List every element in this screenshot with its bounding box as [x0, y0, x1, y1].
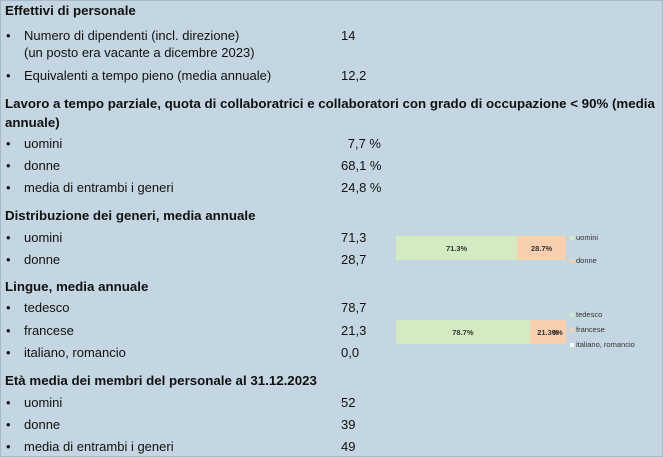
item-value: 28,7 — [341, 252, 367, 267]
bullet: • — [6, 300, 11, 315]
item-label: uomini — [24, 395, 63, 410]
bar-segment-tedesco: 78.7% — [396, 320, 530, 344]
legend-item-uomini: uomini — [570, 233, 598, 242]
item-value: 14 — [341, 28, 356, 43]
item-label: media di entrambi i generi — [24, 180, 174, 195]
legend-swatch — [570, 328, 574, 333]
item-value: 39 — [341, 417, 356, 432]
languages-distribution-bar: 78.7% 21.3% — [396, 320, 566, 344]
legend-label: italiano, romancio — [576, 340, 635, 349]
section-title-parttime: Lavoro a tempo parziale, quota di collab… — [5, 96, 655, 130]
bullet: • — [6, 417, 11, 432]
item-label: uomini — [24, 230, 63, 245]
bullet: • — [6, 230, 11, 245]
item-value: 12,2 — [341, 68, 367, 83]
legend-label: francese — [576, 325, 605, 334]
legend-swatch — [570, 343, 574, 348]
item-value: 49 — [341, 439, 356, 454]
legend-swatch — [570, 313, 574, 318]
item-label: uomini — [24, 136, 63, 151]
section-title-gender: Distribuzione dei generi, media annuale — [5, 208, 256, 223]
item-value: 0,0 — [341, 345, 360, 360]
legend-swatch — [570, 236, 574, 241]
gender-distribution-bar: 71.3% 28.7% — [396, 236, 566, 260]
bullet: • — [6, 180, 11, 195]
item-value: 21,3 — [341, 323, 367, 338]
legend-item-italiano-romancio: italiano, romancio — [570, 340, 635, 349]
item-label: italiano, romancio — [24, 345, 126, 360]
item-label: tedesco — [24, 300, 70, 315]
legend-item-tedesco: tedesco — [570, 310, 602, 319]
legend-label: uomini — [576, 233, 599, 242]
bullet: • — [6, 395, 11, 410]
item-value: 52 — [341, 395, 356, 410]
bar-segment-donne: 28.7% — [517, 236, 566, 260]
bullet: • — [6, 158, 11, 173]
bar-data-label-zero: 0% — [552, 328, 563, 337]
bullet: • — [6, 136, 11, 151]
bar-segment-francese: 21.3% — [529, 320, 566, 344]
legend-label: tedesco — [576, 310, 603, 319]
item-value: 78,7 — [341, 300, 367, 315]
item-value: 7,7 % — [347, 136, 381, 151]
legend-swatch — [570, 259, 574, 264]
section-title-age: Età media dei membri del personale al 31… — [5, 373, 317, 388]
bullet: • — [6, 252, 11, 267]
item-label: Equivalenti a tempo pieno (media annuale… — [24, 68, 272, 83]
item-label: media di entrambi i generi — [24, 439, 174, 454]
item-label: Numero di dipendenti (incl. direzione) — [24, 28, 240, 43]
bullet: • — [6, 68, 11, 83]
legend-label: donne — [576, 256, 597, 265]
bullet: • — [6, 345, 11, 360]
item-value: 71,3 — [341, 230, 367, 245]
item-sublabel: (un posto era vacante a dicembre 2023) — [24, 45, 255, 60]
bullet: • — [6, 28, 11, 43]
item-label: francese — [24, 323, 74, 338]
section-title-staff: Effettivi di personale — [5, 3, 136, 18]
bar-segment-uomini: 71.3% — [396, 236, 518, 260]
item-value: 68,1 % — [341, 158, 382, 173]
legend-item-donne: donne — [570, 256, 597, 265]
bullet: • — [6, 439, 11, 454]
legend-item-francese: francese — [570, 325, 605, 334]
item-value: 24,8 % — [341, 180, 382, 195]
section-title-languages: Lingue, media annuale — [5, 279, 149, 294]
item-label: donne — [24, 252, 61, 267]
item-label: donne — [24, 158, 61, 173]
bullet: • — [6, 323, 11, 338]
item-label: donne — [24, 417, 61, 432]
